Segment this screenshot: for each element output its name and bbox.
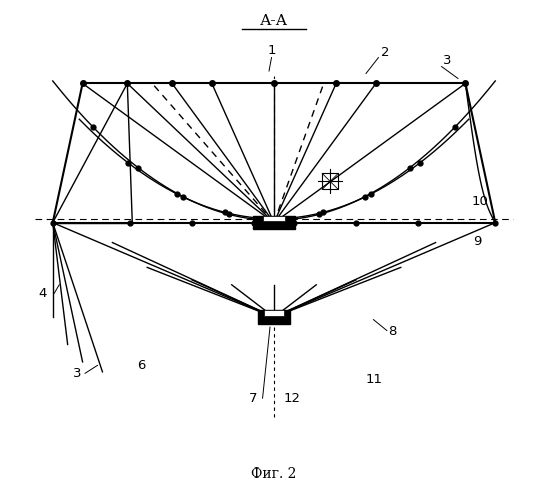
Text: 4: 4: [39, 287, 47, 300]
Text: 2: 2: [381, 46, 390, 59]
Bar: [322, 174, 338, 190]
Text: 9: 9: [473, 235, 481, 248]
Text: 3: 3: [73, 367, 81, 380]
Text: 3: 3: [443, 54, 452, 66]
Text: 8: 8: [389, 324, 397, 338]
Bar: [264, 310, 284, 316]
Text: 1: 1: [267, 44, 276, 57]
Text: 6: 6: [137, 360, 146, 372]
Bar: [253, 216, 295, 229]
Bar: [258, 310, 290, 324]
Text: Фиг. 2: Фиг. 2: [252, 467, 296, 481]
Text: 11: 11: [366, 374, 383, 386]
Bar: [263, 216, 285, 222]
Text: 10: 10: [472, 195, 489, 208]
Text: А-А: А-А: [260, 14, 288, 28]
Text: 7: 7: [249, 392, 258, 404]
Text: 12: 12: [284, 392, 301, 404]
